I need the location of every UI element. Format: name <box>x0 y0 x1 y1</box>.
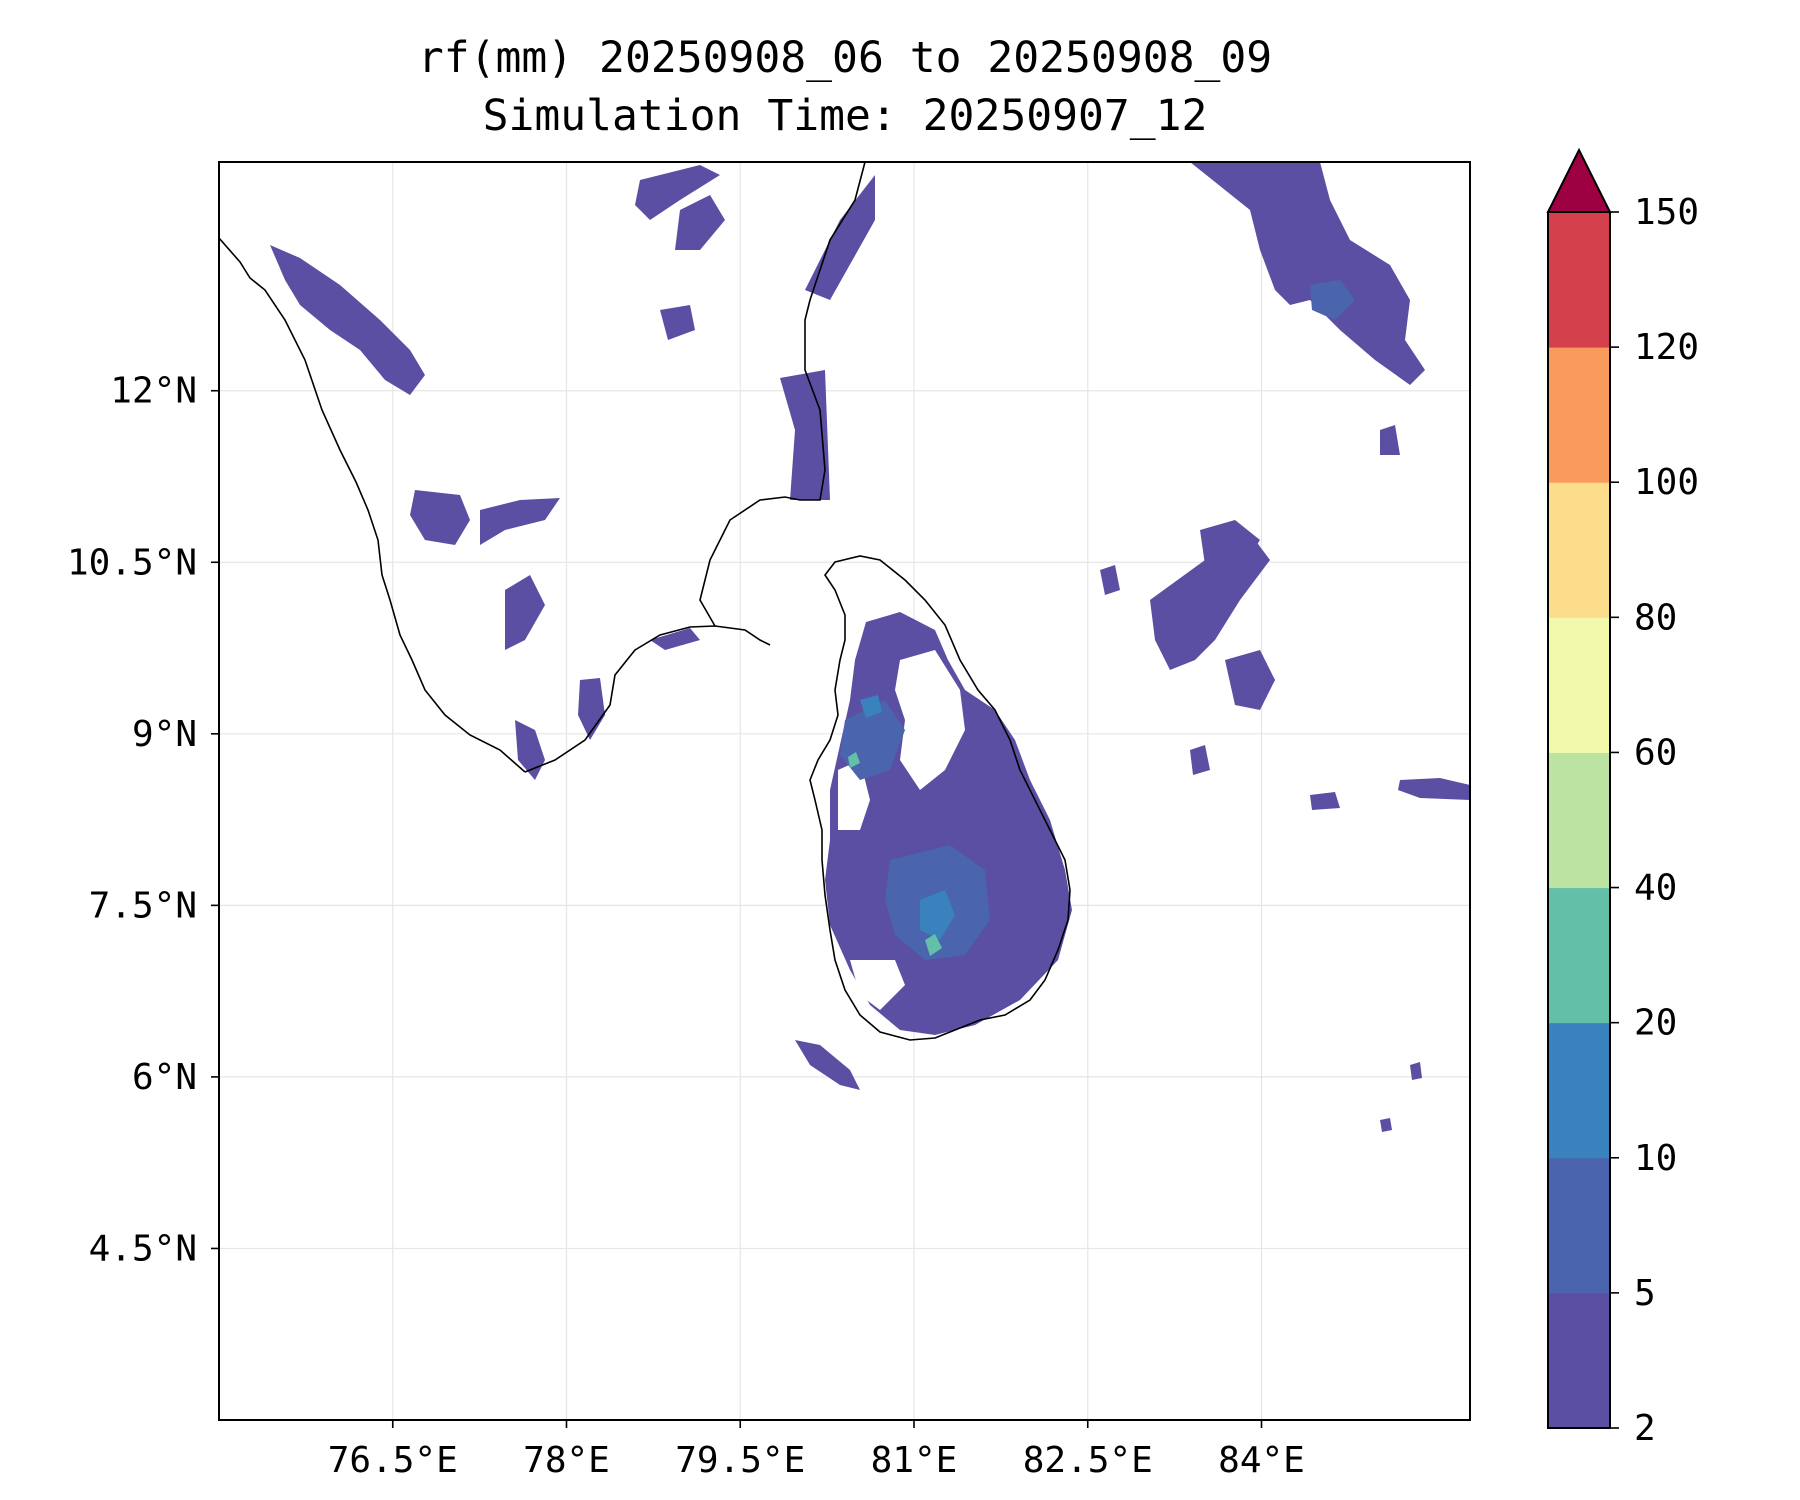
rain-core-10to20mm <box>920 890 955 940</box>
colorbar-tick-label: 5 <box>1634 1273 1656 1314</box>
india-south-east-coast <box>524 625 771 773</box>
rain-area-india-6 <box>515 720 545 780</box>
y-tick-label: 4.5°N <box>89 1228 197 1269</box>
rain-area-bay-1 <box>1190 162 1425 385</box>
colorbar-tick-label: 80 <box>1634 597 1677 638</box>
rain-area-bay-4 <box>1225 650 1275 710</box>
y-tick-label: 12°N <box>110 371 197 412</box>
rain-area-india-3 <box>480 498 560 545</box>
y-tick-label: 7.5°N <box>89 885 197 926</box>
y-tick-label: 9°N <box>132 714 197 755</box>
rain-area-bay-3 <box>1150 540 1270 670</box>
x-tick-label: 82.5°E <box>1023 1440 1153 1481</box>
colorbar-tick-label: 60 <box>1634 732 1677 773</box>
colorbar-tick-label: 20 <box>1634 1003 1677 1044</box>
india-west-coast <box>219 237 526 773</box>
rain-gap-south <box>850 960 905 1010</box>
coastlines <box>219 162 1071 1041</box>
rain-area-bay-11 <box>1380 1118 1392 1132</box>
colorbar-tick-label: 100 <box>1634 462 1699 503</box>
rain-area-india-4 <box>505 575 545 650</box>
rain-core-20to40mm <box>925 934 942 956</box>
sri-lanka-coast <box>809 555 1071 1041</box>
rain-area-south-sri-lanka <box>795 1040 860 1090</box>
y-axis: 12°N 10.5°N 9°N 7.5°N 6°N 4.5°N <box>67 371 219 1269</box>
y-tick-label: 6°N <box>132 1057 197 1098</box>
rainfall-field <box>270 162 1470 1132</box>
india-gulf-coast <box>699 162 866 627</box>
colorbar-tick-label: 150 <box>1634 192 1699 233</box>
colorbar-tick-label: 10 <box>1634 1138 1677 1179</box>
colorbar-tick-label: 120 <box>1634 327 1699 368</box>
rain-area-india-7 <box>650 628 700 650</box>
rain-gap-north <box>895 650 965 790</box>
rain-area-bay-9 <box>1100 565 1120 595</box>
rain-area-india-5 <box>578 678 605 740</box>
rain-core-20to40mm-west <box>848 752 860 768</box>
map-frame <box>218 161 1471 1421</box>
x-tick-label: 78°E <box>523 1440 610 1481</box>
y-tick-label: 10.5°N <box>67 542 197 583</box>
colorbar-extend-arrow <box>1546 147 1612 213</box>
colorbar-segment <box>1548 482 1610 618</box>
x-tick-label: 81°E <box>871 1440 958 1481</box>
rain-area-bay-7 <box>1310 792 1340 810</box>
colorbar-outline <box>1547 211 1611 1429</box>
rain-area-india-1 <box>270 245 425 395</box>
rain-area-bay-8 <box>1190 745 1210 775</box>
map-title: rf(mm) 20250908_06 to 20250908_09 <box>417 33 1273 83</box>
rain-area-india-2 <box>410 490 470 545</box>
colorbar-segment <box>1548 617 1610 753</box>
rain-area-india-12 <box>660 305 695 340</box>
rain-area-bay-6 <box>1398 778 1470 800</box>
colorbar-segment <box>1548 752 1610 889</box>
colorbar-segment <box>1548 212 1610 348</box>
colorbar-segment <box>1548 1157 1610 1294</box>
x-axis: 76.5°E 78°E 79.5°E 81°E 82.5°E 84°E <box>328 1420 1305 1481</box>
rain-area-bay-10 <box>1410 1062 1422 1080</box>
rain-area-bay-1-core <box>1310 280 1355 320</box>
x-tick-label: 76.5°E <box>328 1440 458 1481</box>
rain-area-india-11 <box>805 175 875 300</box>
x-tick-label: 84°E <box>1218 1440 1305 1481</box>
colorbar: 2 5 10 20 40 60 80 100 120 150 <box>1546 147 1699 1449</box>
colorbar-segment <box>1548 347 1610 483</box>
rain-area-bay-5 <box>1380 425 1400 455</box>
map-subtitle: Simulation Time: 20250907_12 <box>482 91 1208 141</box>
colorbar-tick-label: 40 <box>1634 868 1677 909</box>
colorbar-segment <box>1548 1022 1610 1159</box>
x-tick-label: 79.5°E <box>675 1440 805 1481</box>
rain-area-india-9 <box>675 195 725 250</box>
rain-core-10to20mm-north <box>860 695 882 718</box>
rain-area-india-8 <box>635 165 720 220</box>
colorbar-segment <box>1548 887 1610 1024</box>
colorbar-tick-label: 2 <box>1634 1408 1656 1449</box>
colorbar-segment <box>1548 1292 1610 1429</box>
